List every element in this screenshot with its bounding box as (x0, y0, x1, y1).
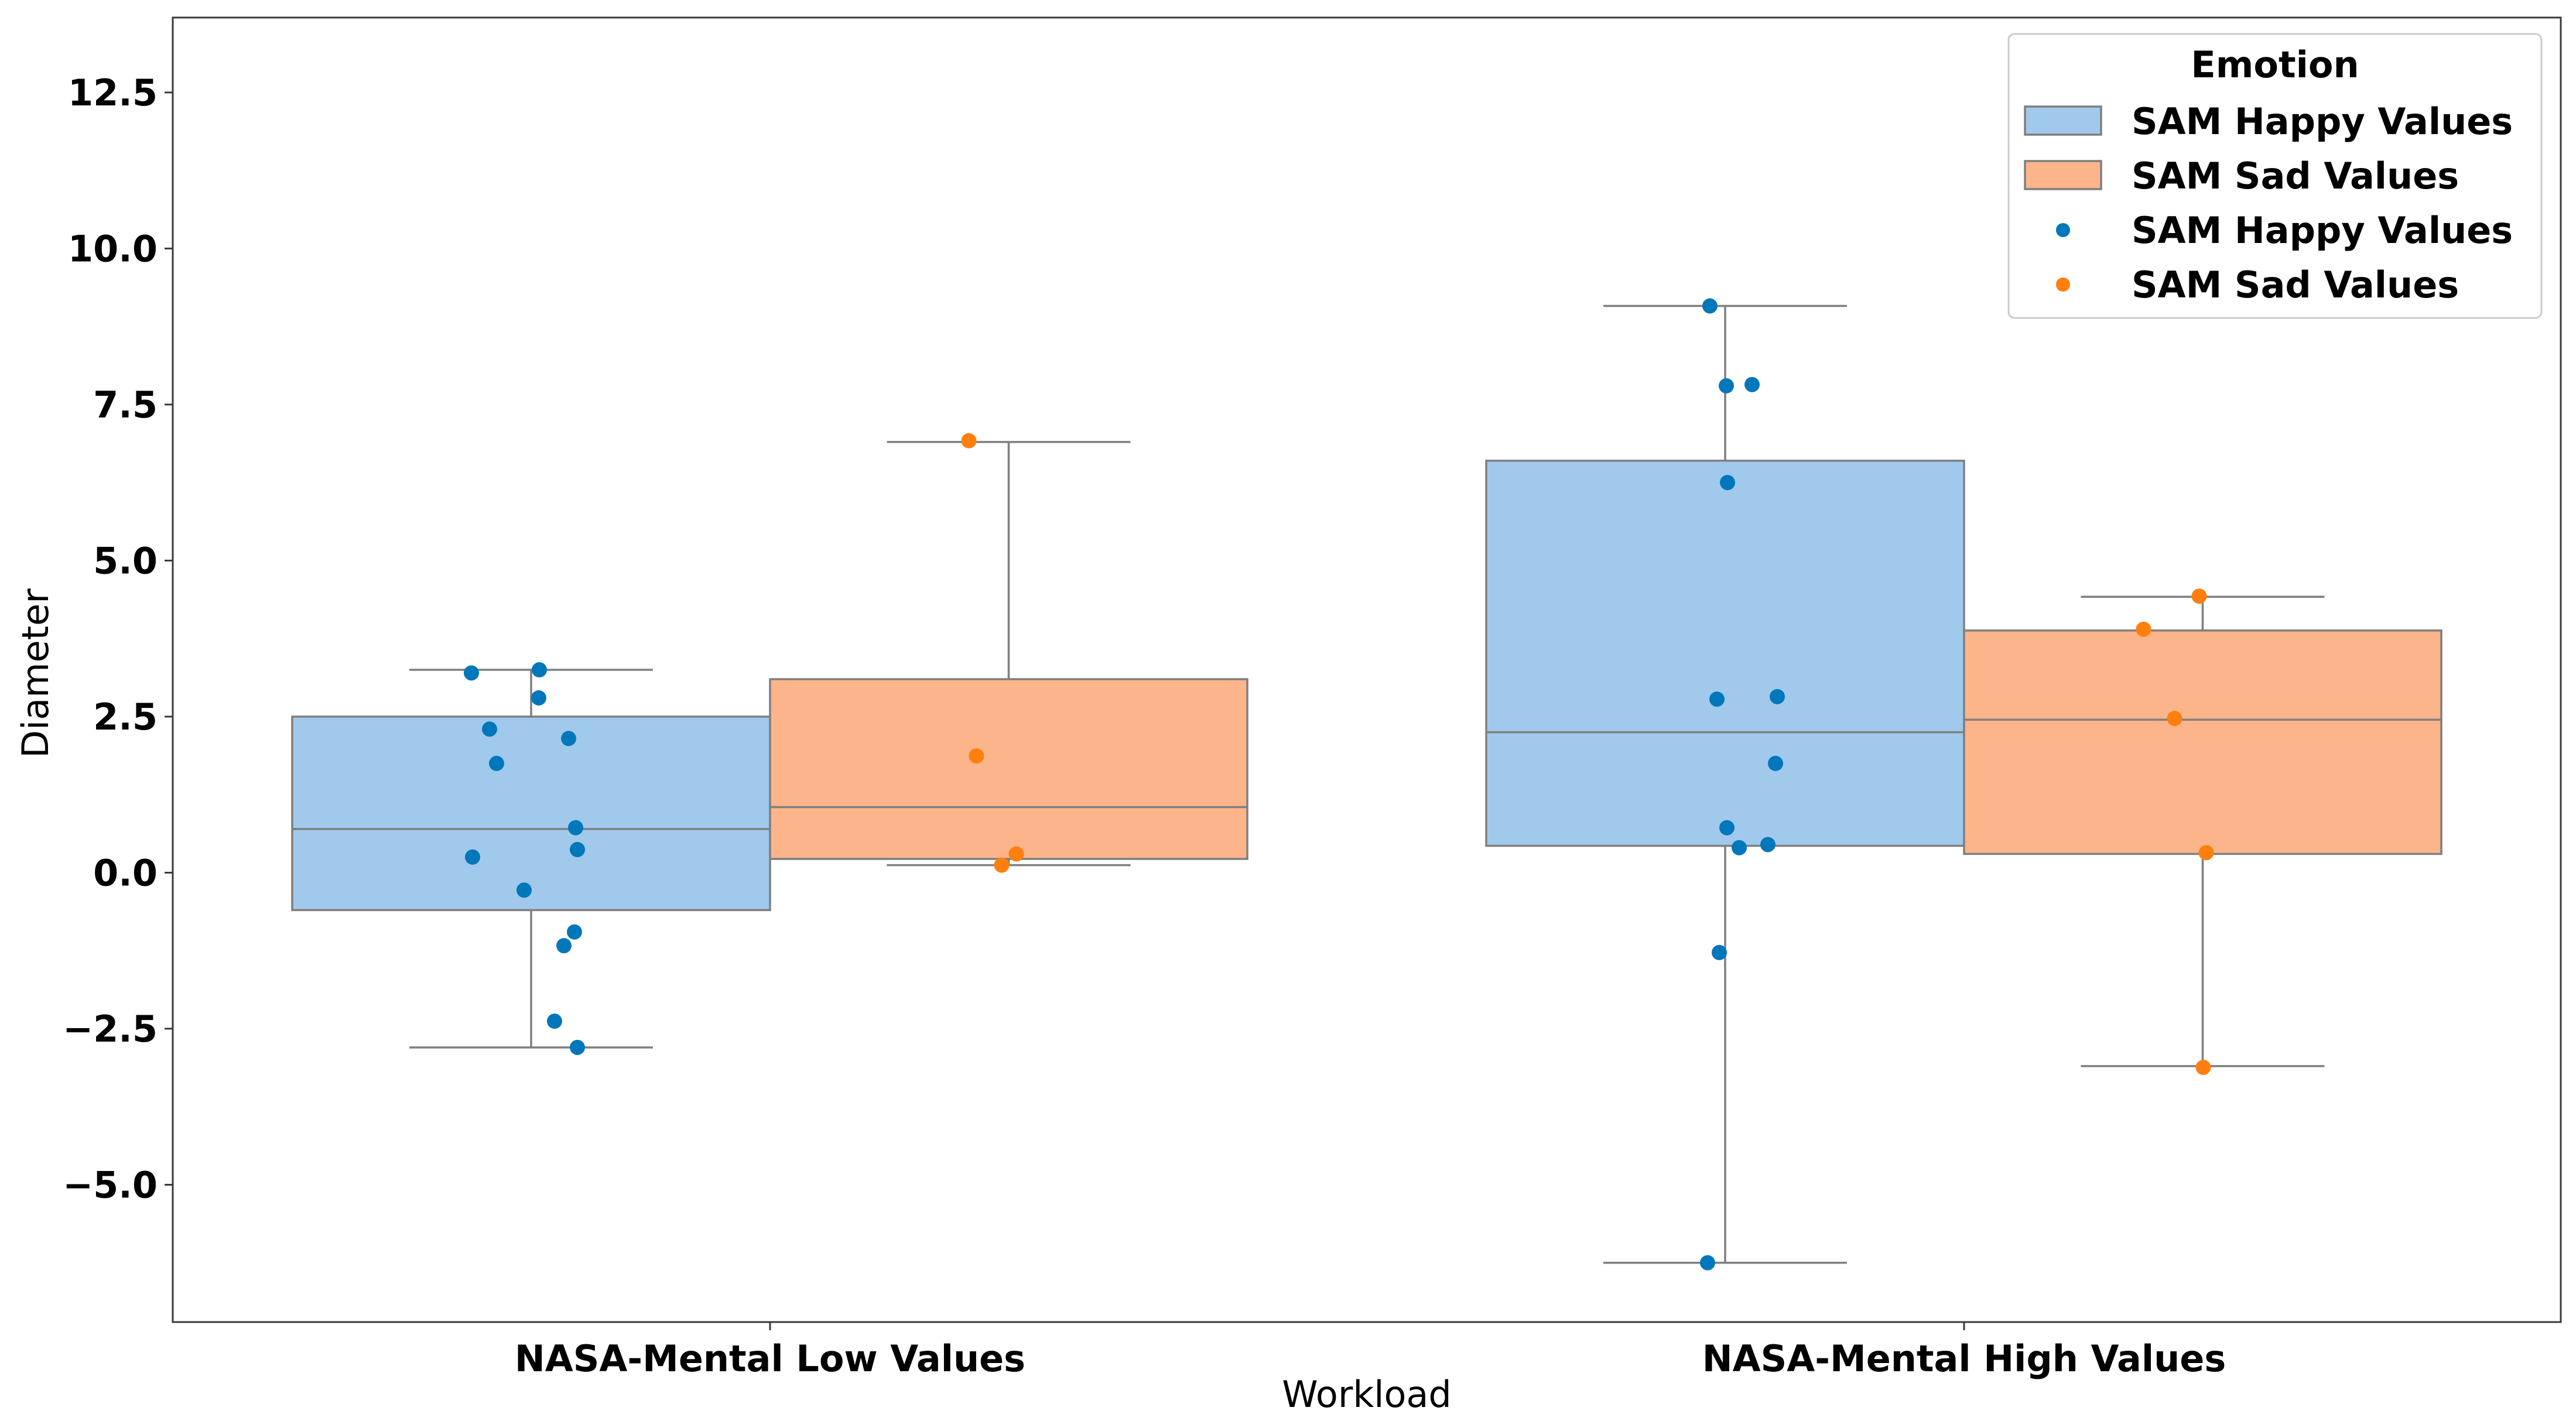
data-point-happy (547, 1013, 562, 1029)
legend: Emotion SAM Happy Values SAM Sad Values SAM… (2007, 33, 2543, 319)
data-point-happy (1768, 755, 1783, 771)
legend-frame (2007, 33, 2543, 319)
legend-entry-label: SAM Sad Values (2132, 263, 2459, 306)
data-point-happy (556, 938, 572, 954)
y-tick-label: 2.5 (93, 696, 158, 738)
legend-box-swatch (2024, 105, 2102, 136)
data-point-sad (2167, 711, 2182, 727)
y-axis-label: Diameter (14, 588, 57, 758)
legend-entry-label: SAM Happy Values (2132, 209, 2513, 252)
data-point-happy (1712, 944, 1727, 960)
data-point-happy (1709, 691, 1725, 707)
data-point-happy (570, 842, 585, 858)
data-point-happy (531, 690, 546, 706)
legend-entry-label: SAM Sad Values (2132, 155, 2459, 197)
data-point-happy (561, 731, 576, 747)
legend-box-swatch (2024, 160, 2102, 190)
data-point-happy (1744, 376, 1760, 392)
plot-area-frame (172, 16, 2562, 1323)
data-point-happy (482, 721, 497, 737)
box-sad (769, 678, 1248, 860)
data-point-happy (568, 820, 583, 836)
data-point-happy (532, 662, 547, 677)
box-happy (291, 715, 771, 912)
box-happy (1485, 460, 1965, 847)
data-point-sad (969, 748, 984, 764)
data-point-happy (465, 849, 480, 865)
legend-title: Emotion (2191, 43, 2359, 86)
x-tick-label: NASA-Mental Low Values (515, 1337, 1025, 1380)
data-point-sad (2191, 588, 2207, 604)
data-point-happy (516, 882, 532, 898)
data-point-happy (1720, 475, 1735, 491)
x-axis-label: Workload (1282, 1373, 1452, 1416)
legend-point-marker (2056, 223, 2070, 237)
data-point-happy (1702, 298, 1718, 314)
box-sad (1963, 629, 2442, 855)
y-tick-label: −2.5 (63, 1008, 158, 1050)
y-tick-label: 12.5 (68, 71, 158, 114)
data-point-sad (1008, 846, 1024, 862)
data-point-happy (1732, 840, 1747, 855)
boxes-layer (291, 304, 2442, 1264)
y-tick-label: 7.5 (93, 384, 158, 426)
data-point-happy (570, 1039, 585, 1055)
data-point-sad (994, 857, 1010, 873)
y-tick-label: 0.0 (93, 851, 158, 894)
data-point-sad (2198, 845, 2214, 861)
data-point-sad (2136, 621, 2151, 637)
data-point-happy (1719, 820, 1735, 836)
x-tick-label: NASA-Mental High Values (1702, 1337, 2226, 1380)
y-tick-label: −5.0 (63, 1163, 158, 1206)
data-point-happy (1700, 1255, 1715, 1271)
data-point-happy (1719, 378, 1734, 393)
data-point-sad (961, 433, 977, 448)
data-point-sad (2195, 1060, 2211, 1076)
data-point-happy (1760, 837, 1776, 852)
legend-point-marker (2056, 278, 2070, 292)
data-point-happy (567, 924, 582, 940)
data-point-happy (489, 755, 504, 771)
y-tick-label: 5.0 (93, 539, 158, 582)
legend-entry-label: SAM Happy Values (2132, 100, 2513, 143)
data-point-happy (464, 665, 479, 681)
y-axis: −5.0 −2.5 0.0 2.5 5.0 7.5 10.0 12.5 (63, 71, 173, 1206)
data-point-happy (1770, 689, 1785, 704)
y-tick-label: 10.0 (68, 227, 158, 270)
x-axis: NASA-Mental Low Values NASA-Mental High V… (515, 1322, 2226, 1380)
points-layer (464, 298, 2214, 1271)
